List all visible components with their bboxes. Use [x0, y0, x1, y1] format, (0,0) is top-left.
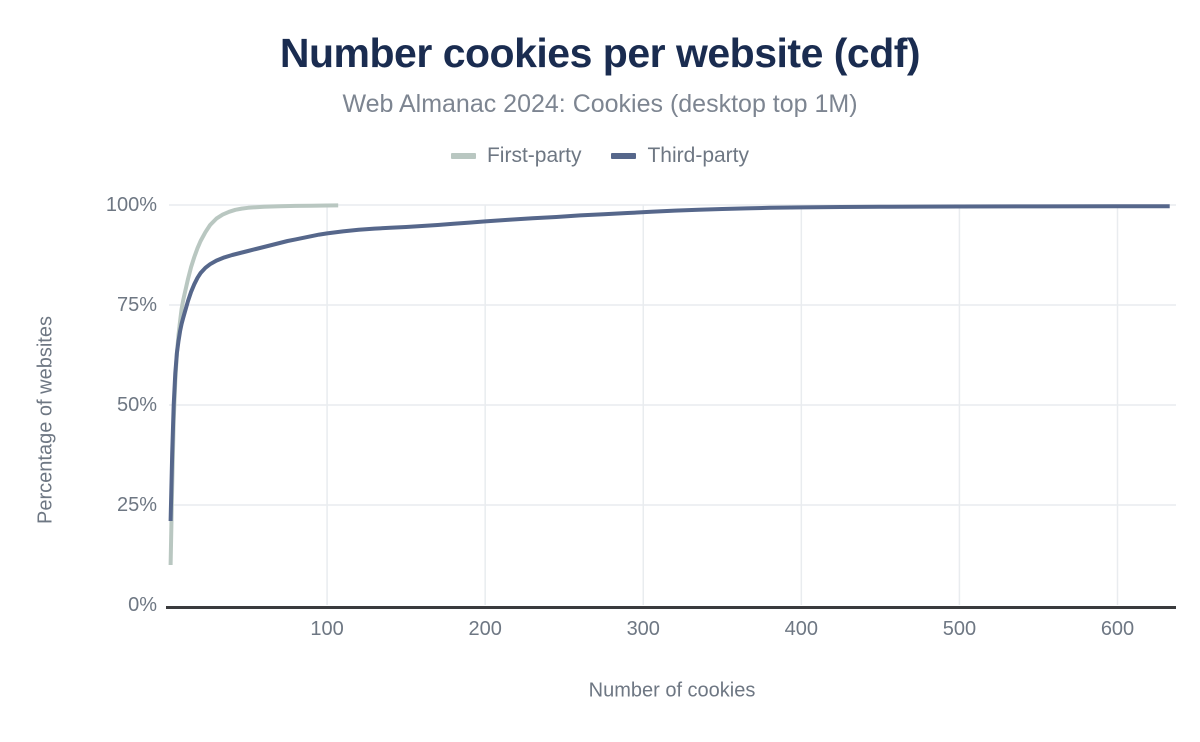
third-party-swatch-icon: [611, 153, 637, 159]
y-tick-label: 25%: [116, 494, 157, 516]
x-tick-label: 200: [468, 618, 502, 640]
legend: First-party Third-party: [0, 144, 1200, 168]
first-party-swatch-icon: [450, 153, 476, 159]
legend-item-first-party[interactable]: First-party: [450, 144, 582, 168]
legend-item-third-party[interactable]: Third-party: [611, 144, 749, 168]
x-tick-label: 400: [784, 618, 819, 640]
chart-title: Number cookies per website (cdf): [279, 30, 921, 76]
series-line-first-party: [168, 203, 339, 566]
y-tick-label: 100%: [105, 194, 157, 216]
x-tick-label: 600: [1100, 618, 1135, 640]
x-tick-label: 300: [626, 618, 660, 640]
x-tick-label: 100: [310, 618, 344, 640]
y-tick-label: 75%: [116, 294, 157, 316]
series-line-third-party: [168, 204, 1170, 522]
legend-label-first-party: First-party: [486, 144, 582, 167]
x-tick-label: 500: [942, 618, 977, 640]
y-tick-label: 0%: [128, 594, 157, 616]
y-tick-label: 50%: [116, 394, 157, 416]
chart-subtitle: Web Almanac 2024: Cookies (desktop top 1…: [342, 90, 858, 118]
legend-label-third-party: Third-party: [647, 144, 750, 167]
x-axis-title: Number of cookies: [588, 679, 756, 702]
